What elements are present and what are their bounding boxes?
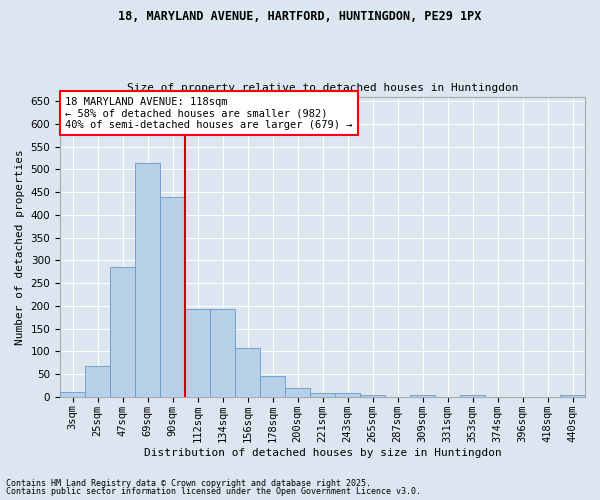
Bar — [210, 309, 235, 397]
Bar — [460, 396, 485, 397]
Text: Contains HM Land Registry data © Crown copyright and database right 2025.: Contains HM Land Registry data © Crown c… — [6, 478, 371, 488]
Bar — [135, 162, 160, 397]
Bar — [285, 388, 310, 397]
Title: Size of property relative to detached houses in Huntingdon: Size of property relative to detached ho… — [127, 83, 518, 93]
Bar — [260, 376, 285, 397]
Bar — [335, 393, 360, 397]
Bar — [360, 394, 385, 397]
Text: 18, MARYLAND AVENUE, HARTFORD, HUNTINGDON, PE29 1PX: 18, MARYLAND AVENUE, HARTFORD, HUNTINGDO… — [118, 10, 482, 23]
Bar — [410, 396, 435, 397]
Bar — [235, 348, 260, 397]
X-axis label: Distribution of detached houses by size in Huntingdon: Distribution of detached houses by size … — [143, 448, 502, 458]
Bar — [85, 366, 110, 397]
Bar — [310, 393, 335, 397]
Bar — [60, 392, 85, 397]
Bar — [560, 394, 585, 397]
Text: 18 MARYLAND AVENUE: 118sqm
← 58% of detached houses are smaller (982)
40% of sem: 18 MARYLAND AVENUE: 118sqm ← 58% of deta… — [65, 96, 353, 130]
Bar — [110, 267, 135, 397]
Text: Contains public sector information licensed under the Open Government Licence v3: Contains public sector information licen… — [6, 487, 421, 496]
Bar — [160, 196, 185, 397]
Bar — [185, 309, 210, 397]
Y-axis label: Number of detached properties: Number of detached properties — [15, 149, 25, 344]
